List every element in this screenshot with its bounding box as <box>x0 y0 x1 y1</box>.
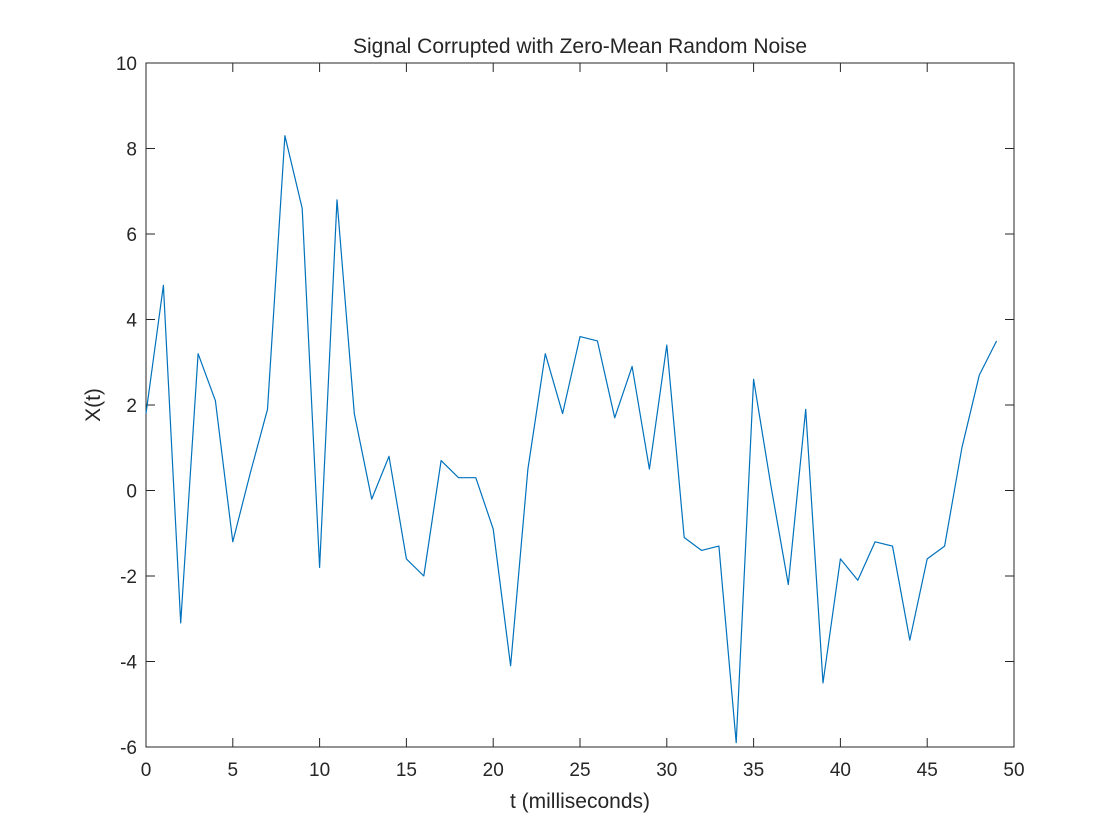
y-tick-label: 6 <box>126 225 137 246</box>
y-tick-label: -4 <box>120 653 137 674</box>
y-tick-label: -2 <box>120 567 137 588</box>
y-tick-label: 4 <box>126 311 137 332</box>
x-tick-label: 20 <box>483 760 504 781</box>
tick-marks <box>145 62 1015 748</box>
y-tick-label: -6 <box>120 738 137 759</box>
x-tick-label: 50 <box>1003 760 1024 781</box>
y-tick-label: 2 <box>126 396 137 417</box>
chart-title: Signal Corrupted with Zero-Mean Random N… <box>353 35 807 58</box>
x-tick-label: 10 <box>309 760 330 781</box>
x-tick-label: 25 <box>569 760 590 781</box>
y-tick-label: 10 <box>116 54 137 75</box>
series-group <box>145 135 998 744</box>
plot-area <box>145 62 1015 748</box>
x-tick-label: 35 <box>743 760 764 781</box>
series-line <box>145 135 998 744</box>
x-tick-label: 30 <box>656 760 677 781</box>
y-tick-label: 0 <box>126 482 137 503</box>
tick-labels: 0 5 10 15 20 25 30 35 40 45 50 -6 -4 -2 0 2 4 6 8 10 <box>116 54 1025 781</box>
x-tick-label: 5 <box>228 760 239 781</box>
x-tick-label: 15 <box>396 760 417 781</box>
x-tick-label: 45 <box>917 760 938 781</box>
x-axis-label: t (milliseconds) <box>510 790 650 813</box>
x-tick-label: 0 <box>141 760 152 781</box>
y-axis-label: X(t) <box>82 388 105 422</box>
x-tick-label: 40 <box>830 760 851 781</box>
y-tick-label: 8 <box>126 140 137 161</box>
